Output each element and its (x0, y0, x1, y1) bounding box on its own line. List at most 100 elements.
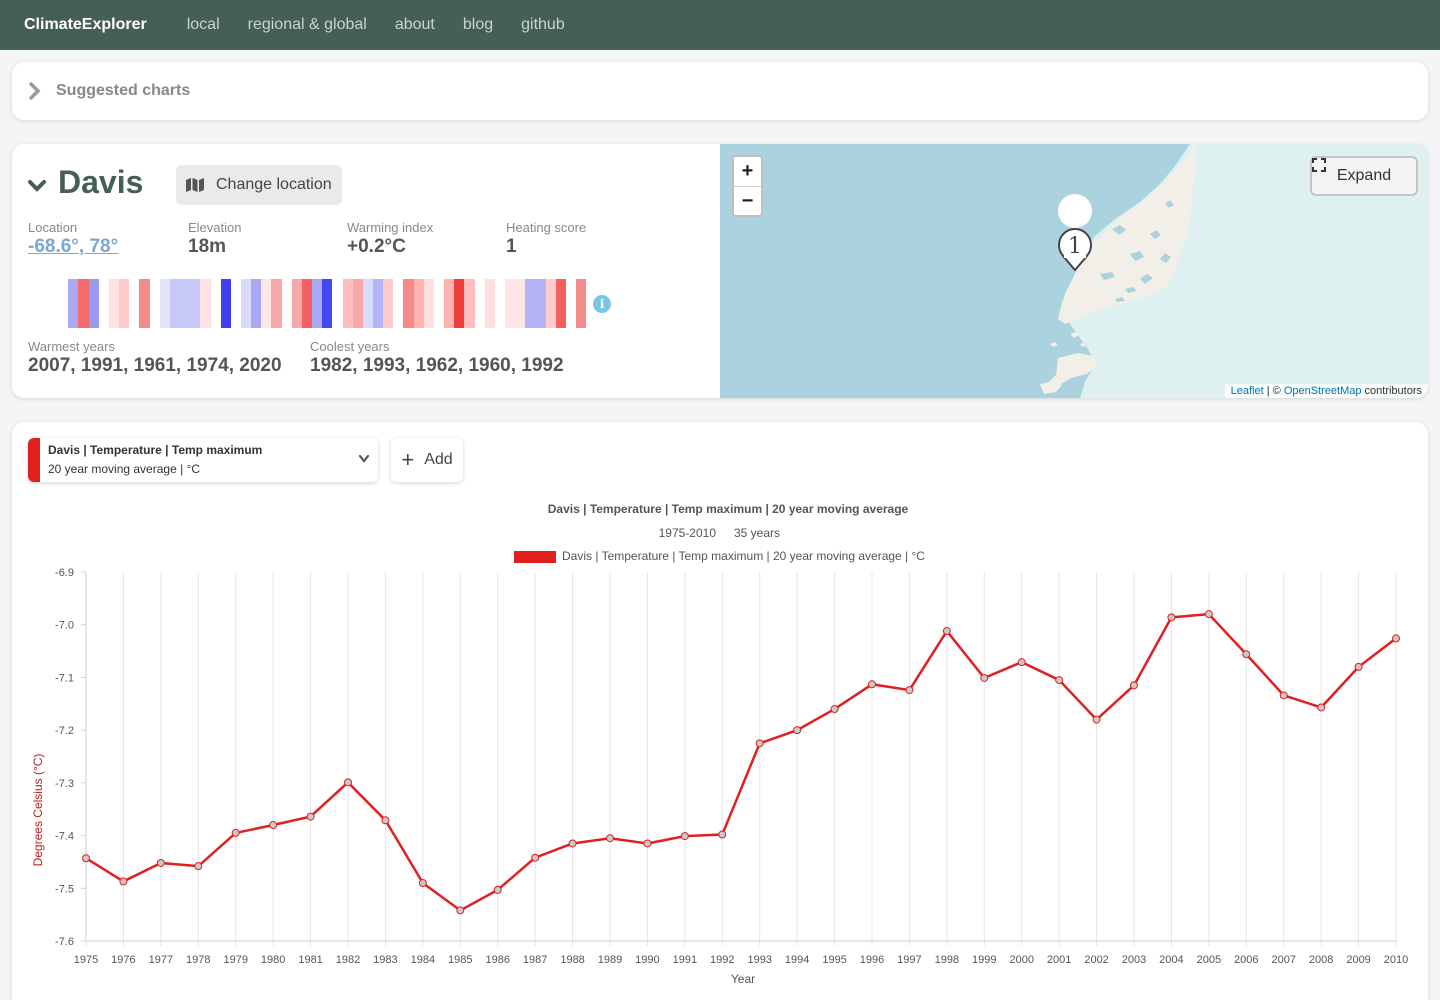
add-series-button[interactable]: + Add (391, 438, 463, 482)
data-point-1998[interactable] (942, 627, 951, 636)
location-header: Davis (26, 164, 143, 201)
data-point-2000[interactable] (1017, 658, 1026, 667)
data-point-1989[interactable] (606, 834, 614, 843)
nav-link-about[interactable]: about (394, 16, 435, 33)
x-tick-label: 1978 (186, 954, 210, 966)
brand-logo[interactable]: ClimateExplorer (24, 16, 147, 33)
data-point-1988[interactable] (568, 839, 577, 848)
data-point-1993[interactable] (755, 739, 764, 748)
stripe-16 (210, 279, 221, 328)
zoom-out-button[interactable]: − (734, 186, 761, 215)
data-point-2006[interactable] (1242, 650, 1251, 659)
nav-link-github[interactable]: github (521, 16, 565, 33)
stripe-48 (535, 279, 546, 328)
top-nav: ClimateExplorer local regional & global … (0, 0, 1440, 50)
data-point-2005[interactable] (1204, 610, 1213, 619)
stripe-31 (362, 279, 373, 328)
data-point-1985[interactable] (456, 906, 465, 915)
chart-card: Davis | Temperature | Temp maximum 20 ye… (12, 422, 1428, 1000)
y-tick-label: -7.2 (55, 725, 74, 737)
stat-location-value[interactable]: -68.6°, 78° (28, 236, 119, 257)
stripe-23 (281, 279, 292, 328)
stripe-13 (180, 279, 191, 328)
stripe-22 (271, 279, 282, 328)
leaflet-link[interactable]: Leaflet (1230, 385, 1264, 397)
data-point-1987[interactable] (531, 853, 540, 862)
expand-icon (1312, 158, 1326, 172)
data-point-1978[interactable] (194, 862, 203, 871)
legend-swatch (514, 551, 556, 563)
location-map[interactable]: 1 + − Expand Leaflet | © OpenStreetMap c… (720, 144, 1428, 398)
map-icon (186, 178, 204, 192)
chart-title: Davis | Temperature | Temp maximum | 20 … (548, 502, 909, 516)
change-location-button[interactable]: Change location (176, 165, 342, 205)
stripe-18 (230, 279, 241, 328)
stripe-14 (190, 279, 201, 328)
x-tick-label: 2000 (1009, 954, 1033, 966)
attribution-separator: | © (1263, 385, 1284, 397)
data-point-1994[interactable] (793, 726, 802, 735)
x-tick-label: 1987 (523, 954, 547, 966)
data-point-2003[interactable] (1130, 681, 1138, 690)
data-point-1976[interactable] (119, 877, 128, 886)
data-point-1997[interactable] (905, 686, 914, 695)
stat-warming-index-label: Warming index (347, 220, 434, 235)
nav-link-regional-global[interactable]: regional & global (247, 16, 367, 33)
legend-label[interactable]: Davis | Temperature | Temp maximum | 20 … (562, 549, 925, 563)
stripe-35 (403, 279, 414, 328)
stripe-6 (108, 279, 120, 328)
x-tick-label: 1992 (710, 954, 734, 966)
x-tick-label: 1990 (635, 954, 659, 966)
chevron-down-icon[interactable] (26, 178, 48, 194)
stripe-28 (332, 279, 343, 328)
stat-heating-score-value: 1 (506, 236, 517, 257)
data-point-2009[interactable] (1354, 662, 1363, 671)
nav-link-blog[interactable]: blog (462, 16, 494, 33)
series-title: Davis | Temperature | Temp maximum (48, 443, 263, 457)
data-point-1979[interactable] (231, 828, 240, 837)
data-point-1999[interactable] (980, 673, 989, 682)
x-tick-label: 1977 (149, 954, 173, 966)
data-point-1986[interactable] (493, 885, 502, 894)
data-point-1995[interactable] (830, 705, 839, 714)
line-chart[interactable]: Davis | Temperature | Temp maximum | 20 … (12, 492, 1428, 1000)
data-point-2008[interactable] (1317, 703, 1326, 712)
stat-heating-score-label: Heating score (506, 220, 587, 235)
warming-stripes (48, 279, 587, 328)
data-point-1977[interactable] (156, 858, 165, 867)
series-selector[interactable]: Davis | Temperature | Temp maximum 20 ye… (28, 438, 378, 482)
location-marker-icon[interactable] (1058, 228, 1092, 272)
data-point-1990[interactable] (643, 839, 652, 848)
data-point-1991[interactable] (680, 832, 689, 841)
data-point-1975[interactable] (82, 854, 90, 863)
x-tick-label: 2002 (1084, 954, 1108, 966)
stripe-40 (454, 279, 465, 328)
data-point-1996[interactable] (868, 680, 876, 689)
x-tick-label: 2005 (1197, 954, 1221, 966)
data-point-1983[interactable] (381, 816, 390, 825)
data-point-2002[interactable] (1092, 715, 1101, 724)
coolest-years: Coolest years 1982, 1993, 1962, 1960, 19… (310, 339, 564, 377)
expand-map-button[interactable]: Expand (1310, 156, 1418, 196)
data-point-2001[interactable] (1055, 676, 1064, 685)
data-point-1984[interactable] (418, 879, 427, 888)
stripe-52 (576, 279, 587, 328)
stripe-34 (393, 279, 404, 328)
data-point-1992[interactable] (718, 830, 727, 839)
data-point-1982[interactable] (344, 778, 352, 787)
data-point-2007[interactable] (1279, 691, 1288, 700)
data-point-2010[interactable] (1392, 634, 1400, 643)
zoom-in-button[interactable]: + (741, 160, 754, 182)
suggested-charts-panel[interactable]: Suggested charts (12, 62, 1428, 120)
info-icon[interactable]: i (593, 295, 611, 313)
nav-link-local[interactable]: local (186, 16, 220, 33)
data-point-1980[interactable] (269, 821, 278, 830)
y-tick-label: -6.9 (55, 567, 74, 579)
location-marker-label: 1 (1068, 234, 1082, 259)
location-name: Davis (58, 164, 144, 200)
data-point-2004[interactable] (1167, 613, 1176, 622)
data-point-1981[interactable] (306, 812, 315, 821)
osm-link[interactable]: OpenStreetMap (1283, 385, 1362, 397)
stripe-26 (312, 279, 323, 328)
series-line (85, 612, 1397, 912)
